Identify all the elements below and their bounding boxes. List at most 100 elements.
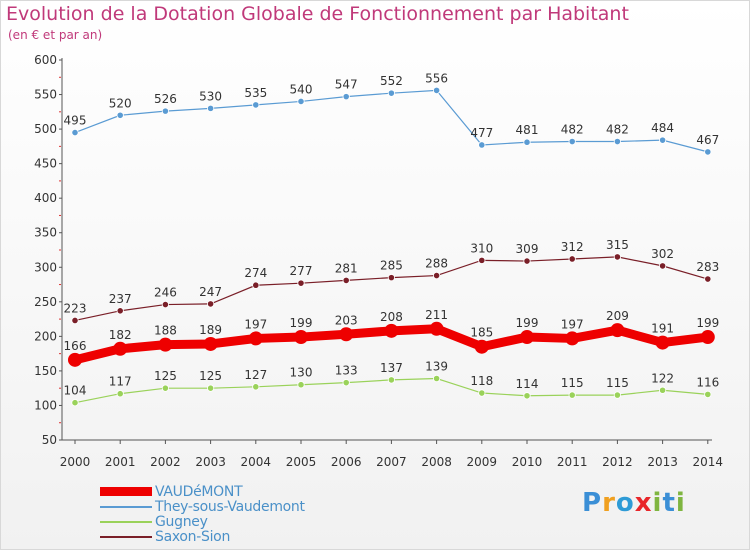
y-tick-label: 150: [34, 364, 57, 378]
data-point-they-sous-vaudemont: [161, 107, 169, 115]
data-label-gugney: 125: [154, 369, 177, 383]
x-tick-label: 2002: [150, 455, 181, 469]
y-tick-label: 350: [34, 226, 57, 240]
chart-subtitle: (en € et par an): [8, 28, 103, 42]
y-tick-label: 400: [34, 191, 57, 205]
data-label-they-sous-vaudemont: 481: [516, 123, 539, 137]
data-point-they-sous-vaudemont: [478, 141, 486, 149]
data-point-saxon-sion: [478, 256, 486, 264]
data-label-vaud-mont: 209: [606, 309, 629, 323]
data-point-they-sous-vaudemont: [568, 137, 576, 146]
data-point-saxon-sion: [297, 279, 305, 287]
data-label-saxon-sion: 302: [651, 247, 674, 261]
data-label-saxon-sion: 288: [425, 257, 448, 271]
x-tick-label: 2009: [467, 455, 498, 469]
x-tick-label: 2001: [105, 455, 136, 469]
data-point-gugney: [342, 379, 350, 387]
x-tick-label: 2014: [693, 455, 724, 469]
x-tick-label: 2007: [376, 455, 407, 469]
data-label-gugney: 116: [696, 375, 719, 389]
data-point-gugney: [704, 390, 712, 398]
data-label-gugney: 130: [290, 366, 313, 380]
data-label-gugney: 114: [516, 377, 539, 391]
data-label-gugney: 115: [561, 376, 584, 390]
data-point-they-sous-vaudemont: [342, 93, 350, 101]
data-point-gugney: [207, 384, 215, 392]
data-label-vaud-mont: 199: [696, 316, 719, 330]
data-point-vaud-mont: [248, 331, 263, 346]
chart-title: Evolution de la Dotation Globale de Fonc…: [6, 3, 629, 25]
data-label-vaud-mont: 199: [290, 316, 313, 330]
x-tick-label: 2013: [647, 455, 678, 469]
x-tick-label: 2006: [331, 455, 362, 469]
logo-letter: P: [582, 488, 603, 518]
logo-letter: i: [675, 488, 686, 518]
data-point-gugney: [387, 376, 395, 384]
data-label-they-sous-vaudemont: 482: [606, 123, 629, 137]
data-point-vaud-mont: [520, 330, 534, 345]
data-point-they-sous-vaudemont: [658, 136, 667, 144]
data-point-vaud-mont: [474, 339, 489, 354]
data-label-saxon-sion: 285: [380, 259, 403, 273]
legend-swatch-they-sous-vaudemont: [100, 505, 152, 508]
data-label-they-sous-vaudemont: 520: [109, 96, 132, 110]
x-tick-label: 2004: [241, 455, 272, 469]
series-lines: [68, 86, 715, 407]
data-point-gugney: [252, 383, 260, 391]
x-tick-label: 2010: [512, 455, 543, 469]
data-point-vaud-mont: [565, 331, 580, 346]
logo-letter: i: [652, 488, 663, 518]
data-point-gugney: [432, 374, 441, 383]
x-tick-label: 2005: [286, 455, 317, 469]
data-point-vaud-mont: [429, 321, 444, 336]
data-label-vaud-mont: 185: [470, 326, 493, 340]
data-point-they-sous-vaudemont: [116, 111, 124, 119]
data-label-they-sous-vaudemont: 467: [696, 133, 719, 147]
legend-item-they-sous-vaudemont: They-sous-Vaudemont: [100, 499, 400, 515]
data-point-gugney: [568, 391, 576, 399]
data-label-saxon-sion: 274: [244, 266, 267, 280]
data-point-vaud-mont: [610, 323, 625, 338]
data-point-saxon-sion: [387, 274, 395, 282]
data-point-vaud-mont: [294, 330, 308, 345]
y-tick-label: 200: [34, 329, 57, 343]
data-label-vaud-mont: 208: [380, 310, 403, 324]
data-point-gugney: [116, 390, 124, 398]
data-point-they-sous-vaudemont: [207, 104, 215, 112]
legend-item-gugney: Gugney: [100, 514, 400, 530]
data-point-gugney: [161, 384, 169, 392]
legend-item-vaudemont: VAUDéMONT: [100, 483, 400, 500]
legend-swatch-saxon-sion: [100, 535, 152, 538]
data-label-vaud-mont: 189: [199, 323, 222, 337]
data-label-they-sous-vaudemont: 540: [290, 82, 313, 96]
x-tick-label: 2003: [195, 455, 226, 469]
y-tick-label: 550: [34, 88, 57, 102]
data-label-vaud-mont: 199: [516, 316, 539, 330]
data-point-they-sous-vaudemont: [71, 128, 79, 137]
data-label-saxon-sion: 246: [154, 286, 177, 300]
data-label-gugney: 118: [470, 374, 493, 388]
x-tick-label: 2000: [60, 455, 91, 469]
data-label-they-sous-vaudemont: 495: [64, 114, 87, 128]
y-tick-label: 300: [34, 260, 57, 274]
data-label-vaud-mont: 197: [561, 317, 584, 331]
data-point-they-sous-vaudemont: [704, 148, 712, 156]
y-tick-label: 600: [34, 53, 57, 67]
data-label-vaud-mont: 203: [335, 313, 358, 327]
data-point-vaud-mont: [68, 352, 82, 367]
logo-letter: x: [634, 488, 653, 518]
logo-letter: o: [615, 488, 635, 518]
y-tick-label: 100: [34, 398, 57, 412]
axes: [59, 58, 712, 444]
data-point-saxon-sion: [342, 276, 350, 284]
data-label-gugney: 139: [425, 360, 448, 374]
x-tick-label: 2012: [602, 455, 633, 469]
data-label-gugney: 122: [651, 371, 674, 385]
legend-label-vaudemont: VAUDéMONT: [155, 483, 243, 500]
data-label-vaud-mont: 197: [244, 317, 267, 331]
data-point-gugney: [613, 391, 622, 399]
logo-letter: t: [662, 488, 676, 518]
y-tick-label: 50: [42, 433, 57, 447]
data-point-saxon-sion: [613, 253, 622, 261]
